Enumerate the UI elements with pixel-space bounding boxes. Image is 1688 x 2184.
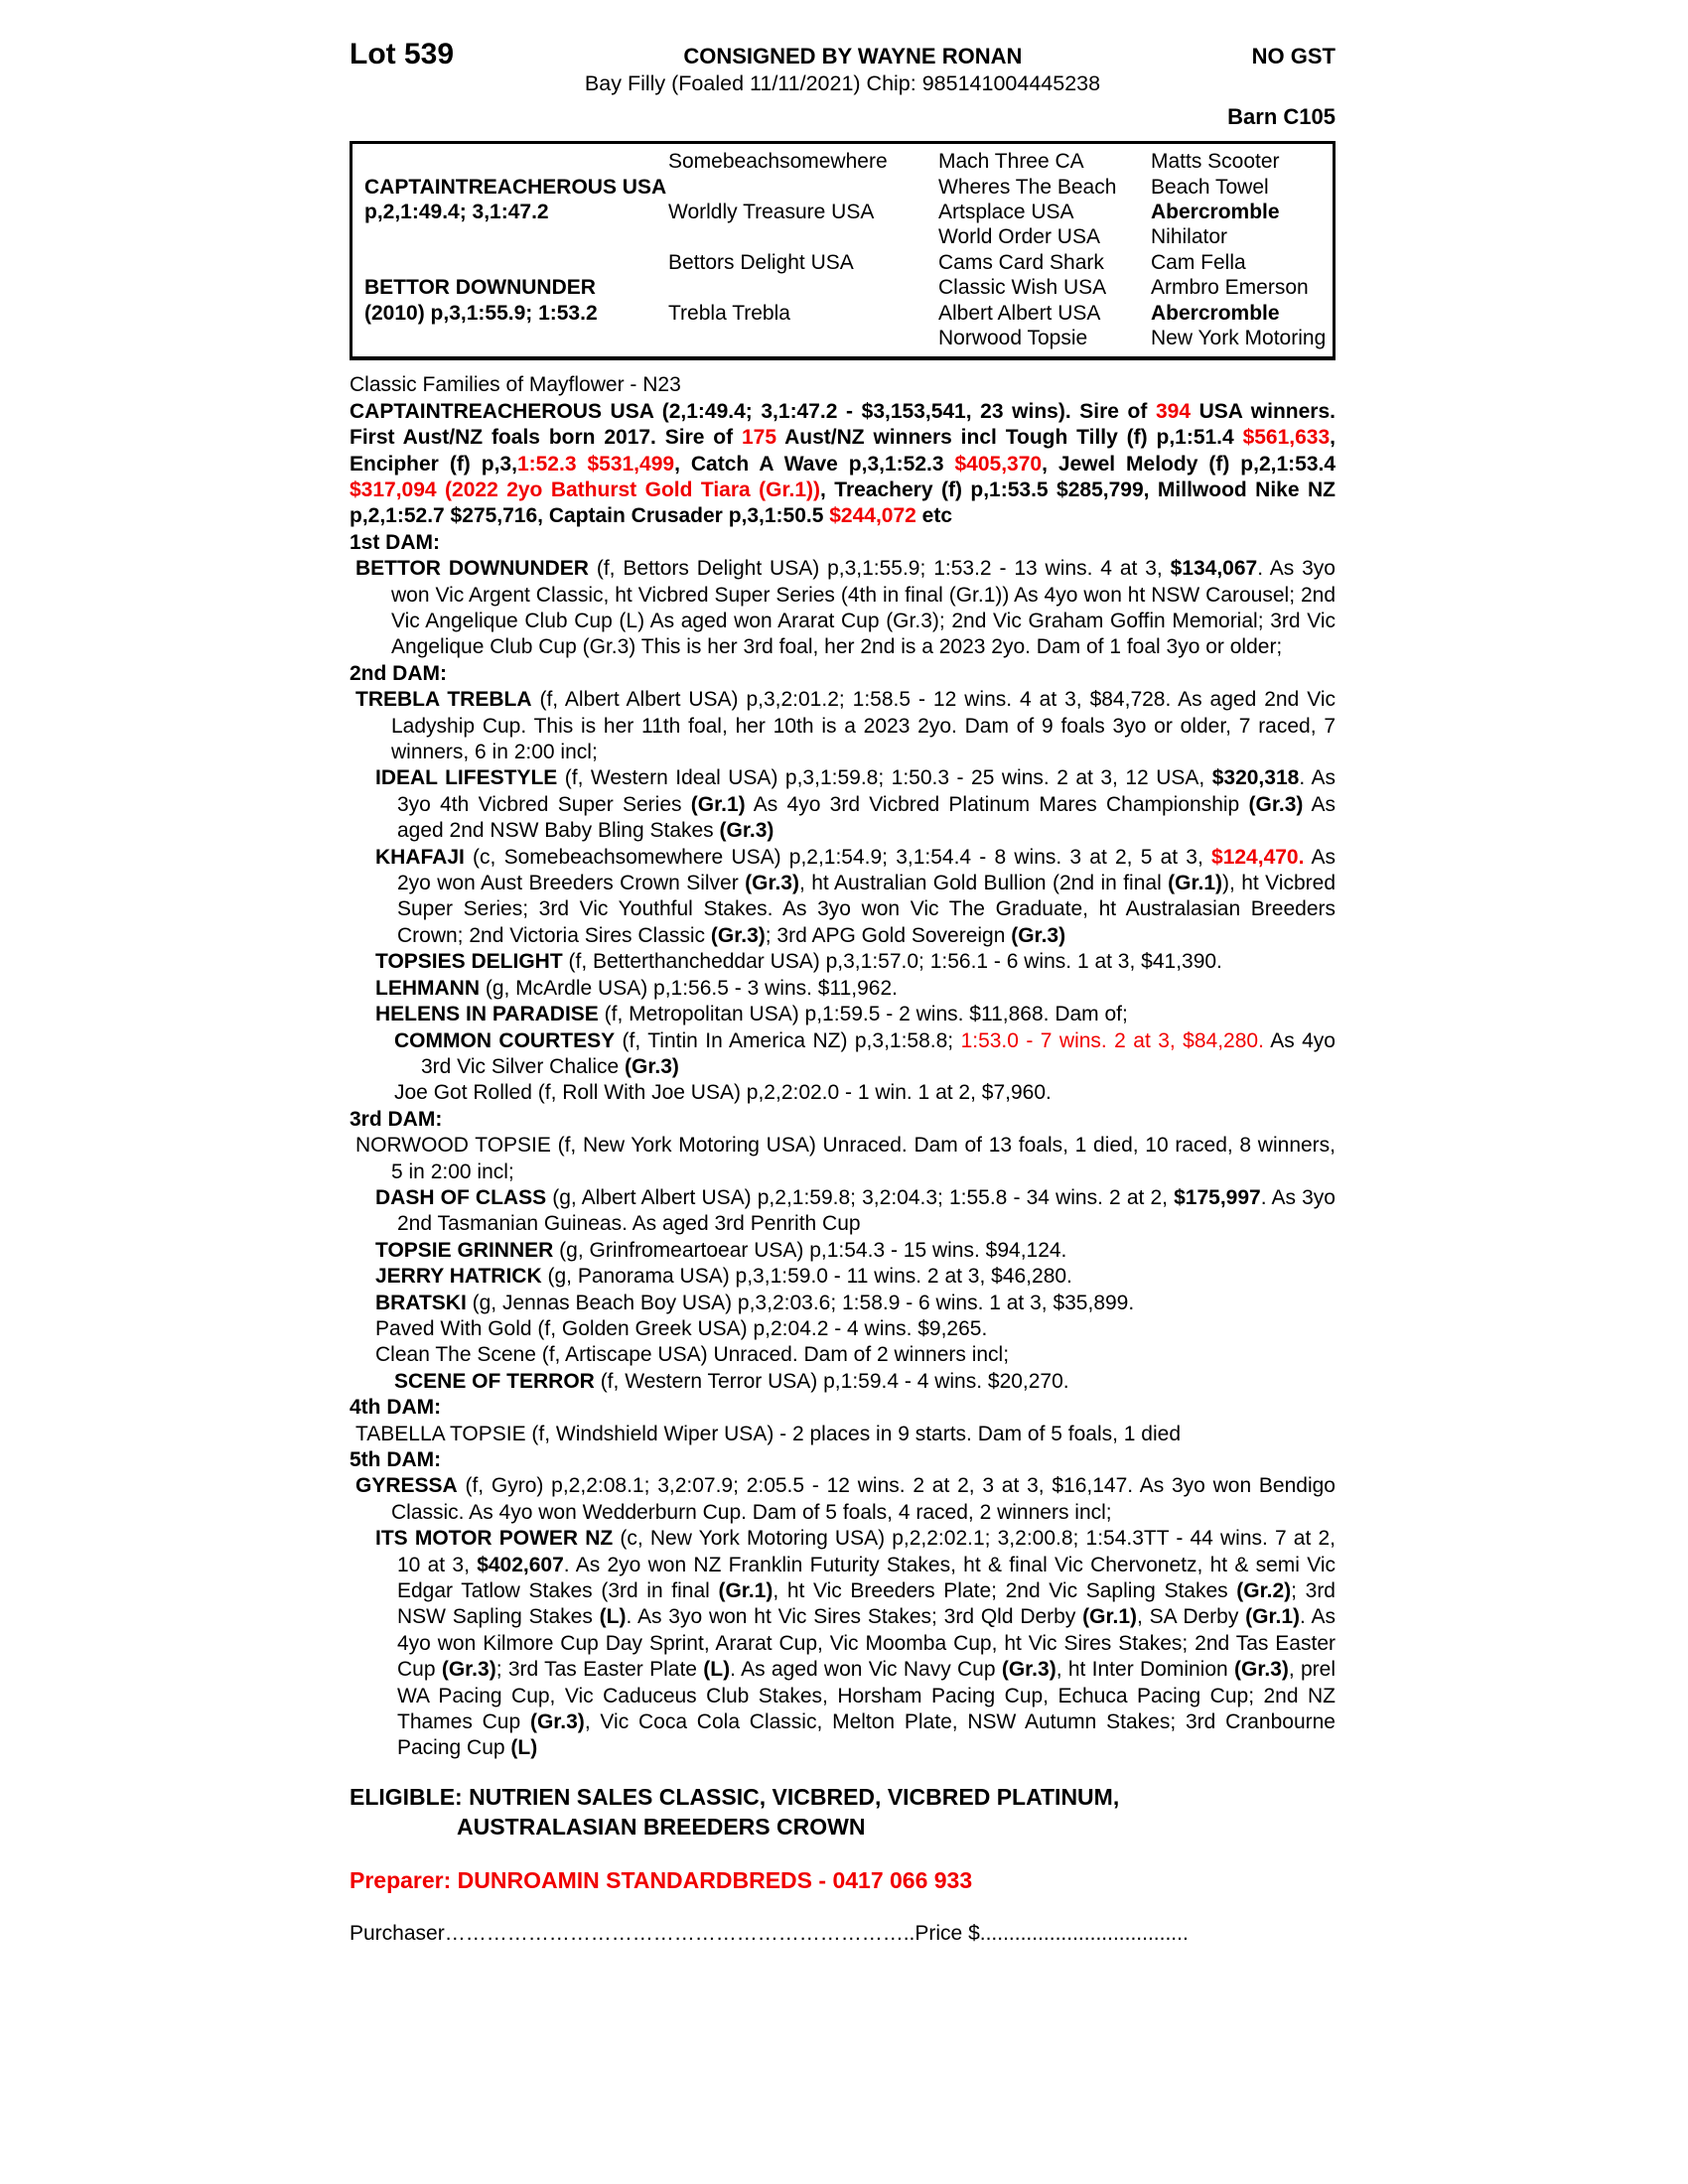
dam-record: (2010) p,3,1:55.9; 1:53.2	[364, 301, 598, 325]
price-label: Price $	[914, 1922, 980, 1946]
gen3-name: Mach Three CA	[938, 150, 1084, 174]
dam1-heading: 1st DAM:	[350, 530, 441, 554]
gst-status: NO GST	[1251, 44, 1336, 68]
gen4-name: Beach Towel	[1151, 175, 1269, 199]
eligibility-line1: ELIGIBLE: NUTRIEN SALES CLASSIC, VICBRED…	[350, 1783, 1120, 1810]
gen3-name: Artsplace USA	[938, 201, 1074, 223]
gen4-name: Abercromble	[1151, 301, 1280, 325]
entry-common-courtesy: COMMON COURTESY (f, Tintin In America NZ…	[394, 1028, 1336, 1078]
consignor-line: CONSIGNED BY WAYNE RONAN	[683, 44, 1023, 68]
sire-name: CAPTAINTREACHEROUS USA	[364, 175, 667, 199]
entry-bettor-downunder: BETTOR DOWNUNDER (f, Bettors Delight USA…	[355, 557, 1336, 659]
entry-its-motor-power: ITS MOTOR POWER NZ (c, New York Motoring…	[375, 1527, 1336, 1760]
entry-norwood-topsie: NORWOOD TOPSIE (f, New York Motoring USA…	[355, 1134, 1336, 1183]
entry-jerry-hatrick: JERRY HATRICK (g, Panorama USA) p,3,1:59…	[375, 1265, 1072, 1289]
dam5-heading: 5th DAM:	[350, 1448, 442, 1471]
entry-clean-the-scene: Clean The Scene (f, Artiscape USA) Unrac…	[375, 1343, 1010, 1367]
entry-dash-of-class: DASH OF CLASS (g, Albert Albert USA) p,2…	[375, 1185, 1336, 1236]
entry-khafaji: KHAFAJI (c, Somebeachsomewhere USA) p,2,…	[375, 845, 1336, 947]
gen4-name: Matts Scooter	[1151, 150, 1280, 174]
gen3-name: Norwood Topsie	[938, 326, 1088, 349]
purchaser-price-line: Purchaser…………………………………………………………..Price $…	[350, 1921, 1336, 1947]
entry-topsie-grinner: TOPSIE GRINNER (g, Grinfromeartoear USA)…	[375, 1238, 1067, 1262]
lot-number: Lot 539	[350, 38, 455, 70]
eligibility-statement: ELIGIBLE: NUTRIEN SALES CLASSIC, VICBRED…	[350, 1782, 1336, 1842]
entry-lehmann: LEHMANN (g, McArdle USA) p,1:56.5 - 3 wi…	[375, 976, 898, 1000]
entry-gyressa: GYRESSA (f, Gyro) p,2,2:08.1; 3,2:07.9; …	[355, 1474, 1336, 1524]
gen3-name: Albert Albert USA	[938, 301, 1101, 325]
dam3-heading: 3rd DAM:	[350, 1107, 443, 1131]
preparer-line: Preparer: DUNROAMIN STANDARDBREDS - 0417…	[350, 1866, 973, 1893]
eligibility-line2: AUSTRALASIAN BREEDERS CROWN	[457, 1813, 866, 1840]
catalog-page: Lot 539 CONSIGNED BY WAYNE RONAN NO GST …	[350, 38, 1336, 1948]
gen2-sire-dam: Worldly Treasure USA	[668, 201, 875, 223]
gen2-dam-dam: Trebla Trebla	[668, 301, 790, 325]
entry-trebla-trebla: TREBLA TREBLA (f, Albert Albert USA) p,3…	[355, 688, 1336, 764]
entry-topsies-delight: TOPSIES DELIGHT (f, Betterthancheddar US…	[375, 950, 1222, 974]
entry-helens-in-paradise: HELENS IN PARADISE (f, Metropolitan USA)…	[375, 1003, 1128, 1026]
entry-tabella-topsie: TABELLA TOPSIE (f, Windshield Wiper USA)…	[355, 1422, 1182, 1445]
gen2-sire-sire: Somebeachsomewhere	[668, 150, 888, 174]
sire-summary: CAPTAINTREACHEROUS USA (2,1:49.4; 3,1:47…	[350, 399, 1336, 528]
entry-joe-got-rolled: Joe Got Rolled (f, Roll With Joe USA) p,…	[394, 1081, 1052, 1105]
dam4-heading: 4th DAM:	[350, 1396, 442, 1420]
entry-paved-with-gold: Paved With Gold (f, Golden Greek USA) p,…	[375, 1316, 988, 1340]
gen4-name: Abercromble	[1151, 201, 1280, 223]
family-line: Classic Families of Mayflower - N23	[350, 373, 681, 397]
horse-description: Bay Filly (Foaled 11/11/2021) Chip: 9851…	[584, 71, 1101, 96]
entry-scene-of-terror: SCENE OF TERROR (f, Western Terror USA) …	[394, 1369, 1069, 1393]
gen4-name: New York Motoring	[1151, 326, 1327, 349]
pedigree-table: CAPTAINTREACHEROUS USA p,2,1:49.4; 3,1:4…	[350, 141, 1336, 361]
sire-record: p,2,1:49.4; 3,1:47.2	[364, 201, 549, 223]
gen3-name: World Order USA	[938, 225, 1100, 249]
entry-ideal-lifestyle: IDEAL LIFESTYLE (f, Western Ideal USA) p…	[375, 766, 1336, 843]
barn-number: Barn C105	[1227, 103, 1336, 129]
purchaser-fill-line: …………………………………………………………..	[444, 1922, 915, 1946]
gen4-name: Nihilator	[1151, 225, 1228, 249]
gen3-name: Wheres The Beach	[938, 175, 1117, 199]
dam2-heading: 2nd DAM:	[350, 661, 447, 685]
gen3-name: Cams Card Shark	[938, 250, 1104, 274]
gen4-name: Cam Fella	[1151, 250, 1246, 274]
price-fill-line: ....................................	[979, 1922, 1189, 1946]
gen4-name: Armbro Emerson	[1151, 276, 1309, 300]
gen2-dam-sire: Bettors Delight USA	[668, 250, 854, 274]
dam-name: BETTOR DOWNUNDER	[364, 276, 596, 300]
pedigree-text: Classic Families of Mayflower - N23 CAPTA…	[350, 372, 1336, 1762]
purchaser-label: Purchaser	[350, 1922, 445, 1946]
header: Lot 539 CONSIGNED BY WAYNE RONAN NO GST	[350, 38, 1336, 70]
entry-bratski: BRATSKI (g, Jennas Beach Boy USA) p,3,2:…	[375, 1291, 1135, 1314]
gen3-name: Classic Wish USA	[938, 276, 1107, 300]
